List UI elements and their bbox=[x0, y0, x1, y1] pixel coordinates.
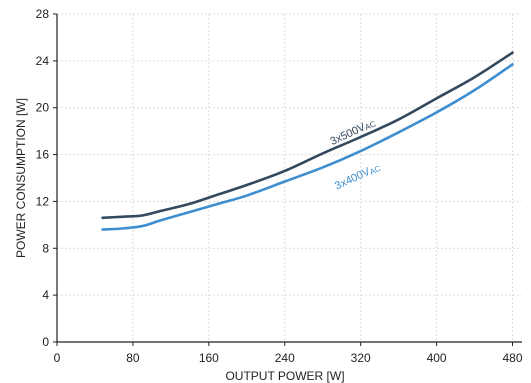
x-tick-label: 160 bbox=[199, 351, 219, 365]
x-tick-label: 320 bbox=[351, 351, 371, 365]
y-tick-label: 12 bbox=[36, 194, 50, 208]
series-line bbox=[101, 51, 514, 220]
y-tick-label: 0 bbox=[42, 335, 49, 349]
y-tick-label: 24 bbox=[36, 54, 50, 68]
series-label: 3x400VAC bbox=[333, 161, 382, 192]
x-tick-labels: 0 80 160 240 320 400 480 bbox=[54, 351, 523, 365]
y-tick-label: 16 bbox=[36, 148, 50, 162]
grid-lines bbox=[57, 13, 522, 342]
x-tick-label: 0 bbox=[54, 351, 61, 365]
axes bbox=[53, 13, 522, 346]
x-tick-label: 480 bbox=[502, 351, 522, 365]
y-tick-label: 8 bbox=[42, 241, 49, 255]
x-tick-label: 80 bbox=[126, 351, 140, 365]
x-tick-label: 400 bbox=[427, 351, 447, 365]
x-tick-label: 240 bbox=[275, 351, 295, 365]
y-tick-label: 20 bbox=[36, 101, 50, 115]
y-axis-title: POWER CONSUMPTION [W] bbox=[14, 98, 28, 258]
series-lines bbox=[101, 51, 514, 231]
series-line bbox=[101, 63, 514, 231]
x-axis-title: OUTPUT POWER [W] bbox=[225, 369, 344, 383]
y-tick-labels: 0 4 8 12 16 20 24 28 bbox=[36, 7, 50, 349]
y-tick-label: 4 bbox=[42, 288, 49, 302]
y-tick-label: 28 bbox=[36, 7, 50, 21]
